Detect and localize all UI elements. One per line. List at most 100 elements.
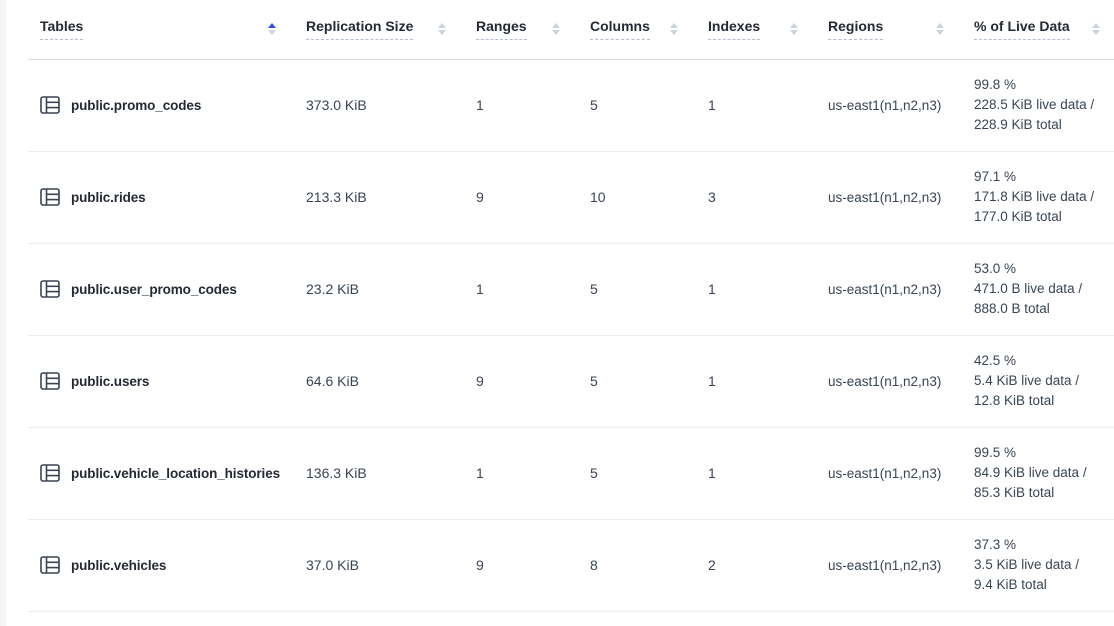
table-icon xyxy=(40,372,60,390)
live-percent: 99.5 % xyxy=(974,445,1017,460)
table-icon xyxy=(40,464,60,482)
regions-cell: us-east1(n1,n2,n3) xyxy=(812,59,958,152)
table-row[interactable]: public.vehicle_location_histories 136.3 … xyxy=(28,427,1114,520)
total-data-amount: 85.3 KiB total xyxy=(974,485,1055,500)
columns-cell: 8 xyxy=(574,519,692,612)
column-header-ranges[interactable]: Ranges xyxy=(460,0,574,60)
column-label-tables: Tables xyxy=(40,18,84,41)
live-percent: 97.1 % xyxy=(974,169,1017,184)
table-name-link[interactable]: public.users xyxy=(71,373,150,389)
live-data-amount: 228.5 KiB live data / xyxy=(974,97,1095,112)
regions-cell: us-east1(n1,n2,n3) xyxy=(812,427,958,520)
sort-arrows-icon[interactable] xyxy=(1092,23,1100,36)
column-label-replication-size: Replication Size xyxy=(306,18,414,41)
live-data-amount: 171.8 KiB live data / xyxy=(974,189,1095,204)
total-data-amount: 177.0 KiB total xyxy=(974,209,1062,224)
table-name-link[interactable]: public.vehicles xyxy=(71,557,167,573)
indexes-cell: 1 xyxy=(692,335,812,428)
sort-arrows-icon[interactable] xyxy=(268,23,276,36)
ranges-cell: 9 xyxy=(460,519,574,612)
columns-cell: 5 xyxy=(574,243,692,336)
table-name-link[interactable]: public.user_promo_codes xyxy=(71,281,237,297)
table-name-cell: public.rides xyxy=(28,151,290,244)
indexes-cell: 1 xyxy=(692,243,812,336)
column-header-indexes[interactable]: Indexes xyxy=(692,0,812,60)
column-header-replication-size[interactable]: Replication Size xyxy=(290,0,460,60)
replication-size-cell: 23.2 KiB xyxy=(290,243,460,336)
column-label-live-data: % of Live Data xyxy=(974,18,1070,41)
total-data-amount: 12.8 KiB total xyxy=(974,393,1055,408)
replication-size-cell: 136.3 KiB xyxy=(290,427,460,520)
columns-cell: 5 xyxy=(574,335,692,428)
table-row[interactable]: public.vehicles 37.0 KiB 9 8 2 us-east1(… xyxy=(28,519,1114,612)
indexes-cell: 1 xyxy=(692,427,812,520)
total-data-amount: 888.0 B total xyxy=(974,301,1050,316)
live-data-cell: 53.0 % 471.0 B live data / 888.0 B total xyxy=(958,243,1114,336)
column-header-live-data[interactable]: % of Live Data xyxy=(958,0,1114,60)
table-icon xyxy=(40,280,60,298)
live-percent: 53.0 % xyxy=(974,261,1017,276)
column-header-columns[interactable]: Columns xyxy=(574,0,692,60)
regions-cell: us-east1(n1,n2,n3) xyxy=(812,519,958,612)
tables-page: Tables Replication Size Ranges xyxy=(28,0,1114,612)
table-icon xyxy=(40,556,60,574)
column-label-columns: Columns xyxy=(590,18,650,41)
live-data-amount: 5.4 KiB live data / xyxy=(974,373,1080,388)
table-name-cell: public.vehicle_location_histories xyxy=(28,427,290,520)
table-name-cell: public.vehicles xyxy=(28,519,290,612)
sort-arrows-icon[interactable] xyxy=(552,23,560,36)
sort-arrows-icon[interactable] xyxy=(438,23,446,36)
regions-cell: us-east1(n1,n2,n3) xyxy=(812,243,958,336)
live-data-cell: 42.5 % 5.4 KiB live data / 12.8 KiB tota… xyxy=(958,335,1114,428)
column-label-ranges: Ranges xyxy=(476,18,527,41)
sort-arrows-icon[interactable] xyxy=(936,23,944,36)
table-icon xyxy=(40,96,60,114)
replication-size-cell: 64.6 KiB xyxy=(290,335,460,428)
table-row[interactable]: public.promo_codes 373.0 KiB 1 5 1 us-ea… xyxy=(28,59,1114,152)
table-icon xyxy=(40,188,60,206)
ranges-cell: 9 xyxy=(460,335,574,428)
replication-size-cell: 213.3 KiB xyxy=(290,151,460,244)
regions-cell: us-east1(n1,n2,n3) xyxy=(812,335,958,428)
sort-arrows-icon[interactable] xyxy=(670,23,678,36)
live-percent: 37.3 % xyxy=(974,537,1017,552)
live-data-amount: 84.9 KiB live data / xyxy=(974,465,1087,480)
table-name-cell: public.users xyxy=(28,335,290,428)
table-name-cell: public.promo_codes xyxy=(28,59,290,152)
table-name-cell: public.user_promo_codes xyxy=(28,243,290,336)
ranges-cell: 1 xyxy=(460,243,574,336)
header-row: Tables Replication Size Ranges xyxy=(28,0,1114,60)
columns-cell: 10 xyxy=(574,151,692,244)
live-data-cell: 97.1 % 171.8 KiB live data / 177.0 KiB t… xyxy=(958,151,1114,244)
table-row[interactable]: public.user_promo_codes 23.2 KiB 1 5 1 u… xyxy=(28,243,1114,336)
column-header-regions[interactable]: Regions xyxy=(812,0,958,60)
column-label-regions: Regions xyxy=(828,18,884,41)
ranges-cell: 1 xyxy=(460,427,574,520)
replication-size-cell: 373.0 KiB xyxy=(290,59,460,152)
table-name-link[interactable]: public.vehicle_location_histories xyxy=(71,465,281,481)
indexes-cell: 3 xyxy=(692,151,812,244)
live-data-cell: 99.8 % 228.5 KiB live data / 228.9 KiB t… xyxy=(958,59,1114,152)
live-percent: 99.8 % xyxy=(974,77,1017,92)
live-data-cell: 37.3 % 3.5 KiB live data / 9.4 KiB total xyxy=(958,519,1114,612)
sort-arrows-icon[interactable] xyxy=(790,23,798,36)
indexes-cell: 2 xyxy=(692,519,812,612)
tables-list-table: Tables Replication Size Ranges xyxy=(28,0,1114,612)
total-data-amount: 228.9 KiB total xyxy=(974,117,1062,132)
table-row[interactable]: public.rides 213.3 KiB 9 10 3 us-east1(n… xyxy=(28,151,1114,244)
table-name-link[interactable]: public.promo_codes xyxy=(71,97,202,113)
table-row[interactable]: public.users 64.6 KiB 9 5 1 us-east1(n1,… xyxy=(28,335,1114,428)
ranges-cell: 9 xyxy=(460,151,574,244)
live-data-amount: 3.5 KiB live data / xyxy=(974,557,1080,572)
replication-size-cell: 37.0 KiB xyxy=(290,519,460,612)
table-name-link[interactable]: public.rides xyxy=(71,189,146,205)
regions-cell: us-east1(n1,n2,n3) xyxy=(812,151,958,244)
column-header-tables[interactable]: Tables xyxy=(28,0,290,60)
indexes-cell: 1 xyxy=(692,59,812,152)
live-data-amount: 471.0 B live data / xyxy=(974,281,1083,296)
ranges-cell: 1 xyxy=(460,59,574,152)
column-label-indexes: Indexes xyxy=(708,18,761,41)
columns-cell: 5 xyxy=(574,427,692,520)
total-data-amount: 9.4 KiB total xyxy=(974,577,1047,592)
page-left-gutter xyxy=(0,0,6,626)
